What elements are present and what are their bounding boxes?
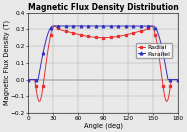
- Y-axis label: Magnetic Flux Density (T): Magnetic Flux Density (T): [4, 20, 10, 105]
- Title: Magnetic Flux Density Distribution: Magnetic Flux Density Distribution: [28, 3, 178, 12]
- X-axis label: Angle (deg): Angle (deg): [84, 122, 122, 129]
- Legend: Radial, Parallel: Radial, Parallel: [136, 43, 172, 58]
